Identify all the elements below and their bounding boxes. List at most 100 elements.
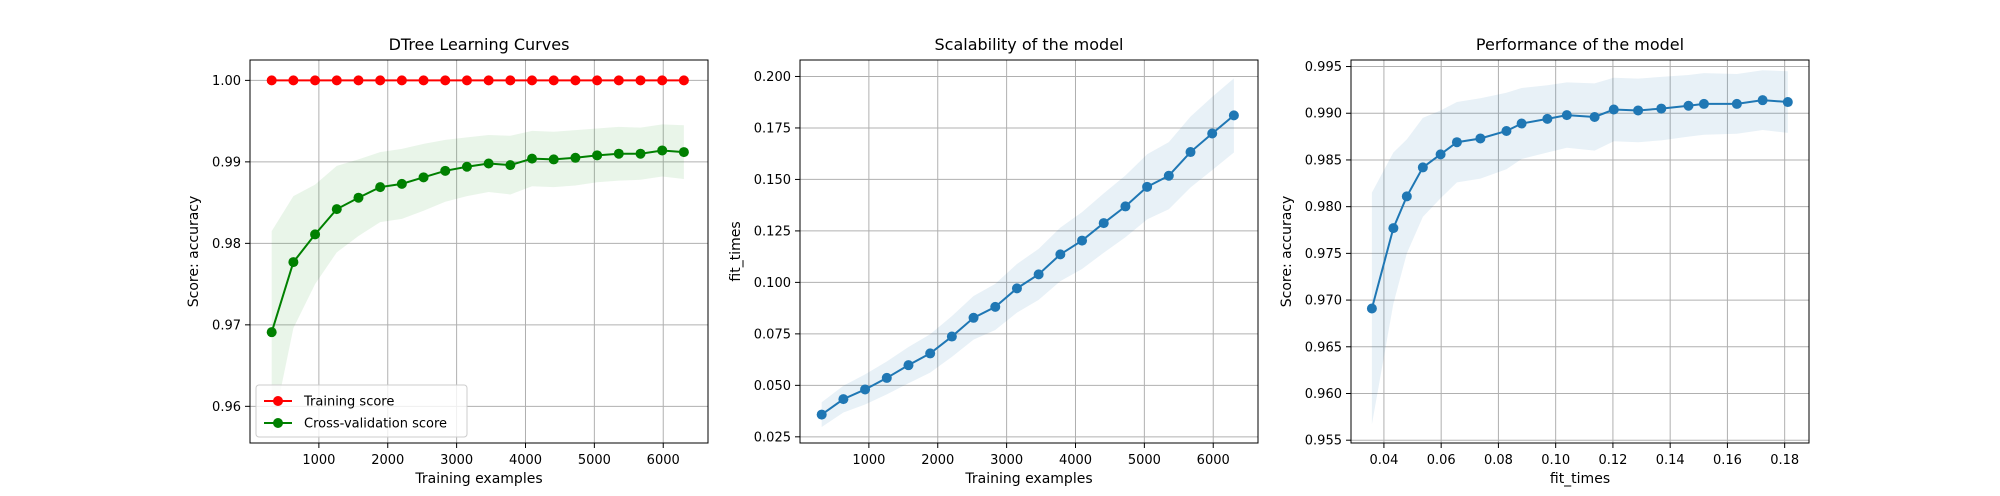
y-tick-label: 0.970 [1305, 294, 1342, 309]
data-point [1782, 97, 1793, 108]
data-point [1633, 105, 1644, 116]
data-point [1608, 104, 1619, 115]
data-point [288, 257, 299, 268]
data-point [613, 75, 624, 86]
data-point [1698, 98, 1709, 109]
y-tick-label: 0.200 [754, 70, 791, 85]
confidence-band-series-1 [821, 78, 1234, 427]
x-tick-label: 5000 [1128, 453, 1161, 468]
data-point [881, 372, 892, 383]
data-point [418, 172, 429, 183]
x-tick-label: 2000 [371, 453, 404, 468]
data-point [310, 229, 321, 240]
legend-entry-2: Cross-validation score [304, 417, 447, 432]
data-point [968, 312, 979, 323]
data-point [527, 153, 538, 164]
data-point [331, 75, 342, 86]
data-point [288, 75, 299, 86]
x-tick-label: 2000 [921, 453, 954, 468]
x-tick-label: 5000 [578, 453, 611, 468]
y-axis-label: Score: accuracy [1279, 196, 1295, 308]
legend-marker-1 [273, 396, 283, 406]
x-tick-label: 3000 [990, 453, 1023, 468]
x-tick-label: 0.06 [1427, 453, 1456, 468]
data-point [505, 160, 516, 171]
data-point [310, 75, 321, 86]
data-point [1163, 170, 1174, 181]
data-point [266, 327, 277, 338]
data-point [1120, 201, 1131, 212]
x-tick-label: 0.14 [1656, 453, 1685, 468]
x-tick-label: 0.18 [1770, 453, 1799, 468]
data-point [440, 165, 451, 176]
data-point [1011, 283, 1022, 294]
y-tick-label: 0.990 [1305, 107, 1342, 122]
data-point [990, 301, 1001, 312]
legend-entry-1: Training score [303, 395, 394, 410]
chart-title: DTree Learning Curves [389, 35, 570, 54]
data-point [816, 409, 827, 420]
y-tick-label: 0.075 [754, 327, 791, 342]
x-axis-label: Training examples [414, 471, 542, 487]
y-tick-label: 0.175 [754, 121, 791, 136]
x-tick-label: 1000 [852, 453, 885, 468]
data-point [548, 75, 559, 86]
x-tick-label: 6000 [647, 453, 680, 468]
data-point [1561, 110, 1572, 121]
x-tick-label: 0.04 [1369, 453, 1398, 468]
data-point [1417, 162, 1428, 173]
data-point [1207, 128, 1218, 139]
data-point [592, 150, 603, 161]
data-point [1228, 110, 1239, 121]
data-point [657, 145, 668, 156]
y-axis-label: fit_times [728, 221, 744, 281]
axes-frame [1350, 59, 1810, 444]
y-tick-label: 0.050 [754, 379, 791, 394]
chart-panel-2: 1000 2000 3000 4000 5000 6000 0.025 0.050 0.075 0… [728, 35, 1259, 487]
data-point [1516, 118, 1527, 129]
axes-frame [799, 59, 1259, 444]
axes-frame [249, 59, 709, 444]
legend-marker-2 [273, 418, 283, 428]
data-point [483, 75, 494, 86]
x-tick-label: 0.12 [1598, 453, 1627, 468]
data-point [1475, 133, 1486, 144]
data-point [838, 394, 849, 405]
data-point [678, 75, 689, 86]
data-point [635, 148, 646, 159]
data-point [1388, 223, 1399, 234]
data-point [570, 75, 581, 86]
data-point [1098, 218, 1109, 229]
plot-area [250, 60, 708, 443]
data-point [1501, 125, 1512, 136]
data-point [396, 75, 407, 86]
data-point [860, 384, 871, 395]
data-point [461, 161, 472, 172]
data-point [505, 75, 516, 86]
data-point [1542, 113, 1553, 124]
data-point [527, 75, 538, 86]
data-point [548, 154, 559, 165]
data-point [657, 75, 668, 86]
data-point [635, 75, 646, 86]
data-point [418, 75, 429, 86]
data-point [1683, 100, 1694, 111]
data-point [1757, 95, 1768, 106]
y-tick-label: 0.995 [1305, 60, 1342, 75]
chart-panel-3: 0.04 0.06 0.08 0.10 0.12 0.14 0.16 0.18 0.955 0.9… [1279, 35, 1810, 487]
x-tick-label: 1000 [302, 453, 335, 468]
data-point [1656, 103, 1667, 114]
data-point [375, 182, 386, 193]
y-tick-label: 0.985 [1305, 153, 1342, 168]
data-point [353, 75, 364, 86]
data-point [1077, 235, 1088, 246]
y-tick-label: 0.99 [212, 155, 241, 170]
chart-title: Performance of the model [1476, 35, 1684, 54]
data-point [461, 75, 472, 86]
x-tick-label: 6000 [1197, 453, 1230, 468]
y-tick-label: 0.960 [1305, 387, 1342, 402]
data-point [903, 360, 914, 371]
x-tick-label: 4000 [1059, 453, 1092, 468]
y-tick-label: 0.97 [212, 318, 241, 333]
